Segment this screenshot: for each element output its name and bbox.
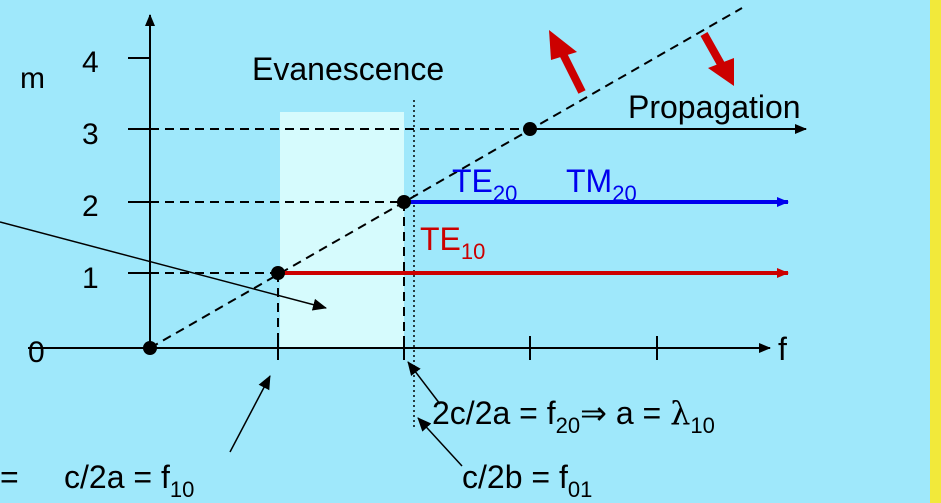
x-ticks: [277, 336, 658, 360]
y-tick-0: 0: [28, 336, 45, 369]
red-arrow-down-right-icon: [700, 32, 734, 86]
y-tick-4: 4: [82, 46, 99, 79]
te10-label: TE10: [420, 221, 485, 264]
f20-equation: 2c/2a = f20⇒ a = λ10: [432, 394, 715, 438]
y-ticks: [128, 57, 150, 274]
cutoff-points: [143, 122, 537, 355]
cutoff-line: [149, 7, 743, 349]
red-arrow-up-left-icon: [549, 30, 586, 94]
te20-label: TE20: [452, 163, 517, 206]
evanescence-label: Evanescence: [252, 51, 444, 87]
point-f20: [397, 195, 411, 209]
point-f10: [271, 266, 285, 280]
evanescence-band: [280, 112, 404, 348]
point-m3: [523, 122, 537, 136]
y-tick-2: 2: [82, 190, 99, 223]
x-axis-label: f: [778, 331, 787, 367]
f10-prefix: =: [0, 459, 19, 495]
f10-leader: [229, 375, 271, 453]
right-edge-strip: [930, 0, 941, 503]
y-tick-3: 3: [82, 118, 99, 151]
f01-equation: c/2b = f01: [462, 459, 592, 502]
guide-lines: [149, 7, 743, 360]
f10-equation: c/2a = f10: [64, 459, 194, 502]
propagation-label: Propagation: [628, 89, 801, 125]
pointer-arrow: [0, 221, 327, 311]
f01-leader: [417, 417, 463, 467]
y-axis-label: m: [20, 62, 45, 95]
y-tick-1: 1: [82, 262, 99, 295]
point-origin: [143, 341, 157, 355]
tm20-label: TM20: [566, 163, 637, 206]
f20-leader: [407, 361, 441, 405]
